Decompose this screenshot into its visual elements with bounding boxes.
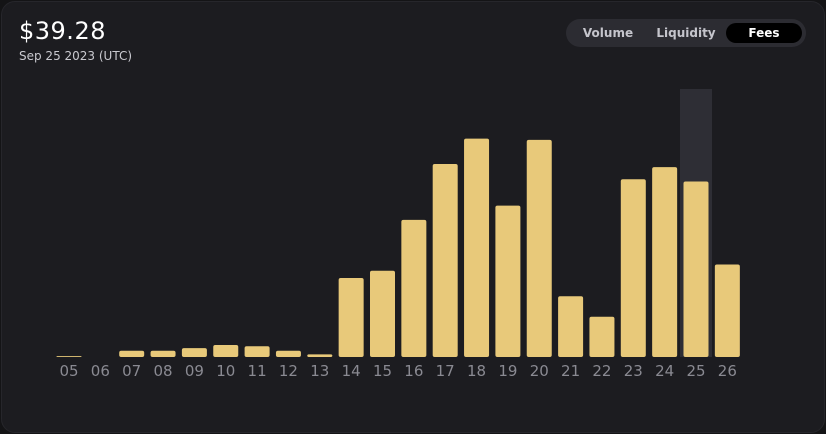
- x-tick-25: 25: [686, 362, 705, 380]
- bar-23[interactable]: [620, 179, 646, 357]
- selected-date: Sep 25 2023 (UTC): [19, 49, 133, 63]
- bar-05[interactable]: [56, 356, 82, 357]
- bar-09[interactable]: [181, 348, 207, 357]
- x-tick-11: 11: [248, 362, 267, 380]
- bar-19[interactable]: [495, 205, 521, 357]
- x-tick-19: 19: [498, 362, 517, 380]
- x-tick-16: 16: [404, 362, 423, 380]
- x-tick-20: 20: [530, 362, 549, 380]
- x-tick-09: 09: [185, 362, 204, 380]
- x-tick-06: 06: [91, 362, 110, 380]
- bar-14[interactable]: [338, 277, 364, 357]
- bar-15[interactable]: [370, 270, 395, 357]
- x-tick-05: 05: [59, 362, 78, 380]
- x-tick-08: 08: [154, 362, 173, 380]
- bar-26[interactable]: [714, 264, 740, 357]
- x-tick-24: 24: [655, 362, 674, 380]
- x-tick-10: 10: [216, 362, 235, 380]
- tab-fees[interactable]: Fees: [726, 23, 802, 43]
- bar-21[interactable]: [558, 296, 584, 357]
- bar-18[interactable]: [464, 138, 490, 357]
- bar-25[interactable]: [683, 181, 709, 357]
- x-tick-21: 21: [561, 362, 580, 380]
- x-tick-07: 07: [122, 362, 141, 380]
- selected-value: $39.28: [19, 17, 106, 45]
- tab-liquidity[interactable]: Liquidity: [656, 26, 716, 40]
- x-tick-13: 13: [310, 362, 329, 380]
- bar-20[interactable]: [526, 139, 552, 357]
- x-tick-15: 15: [373, 362, 392, 380]
- bar-08[interactable]: [150, 350, 176, 357]
- bar-17[interactable]: [432, 164, 458, 357]
- bar-22[interactable]: [589, 316, 615, 357]
- bar-16[interactable]: [401, 219, 427, 357]
- bar-07[interactable]: [119, 350, 145, 357]
- x-tick-17: 17: [436, 362, 455, 380]
- tab-volume[interactable]: Volume: [582, 26, 634, 40]
- bar-12[interactable]: [275, 350, 301, 357]
- x-tick-12: 12: [279, 362, 298, 380]
- bar-13[interactable]: [307, 354, 333, 357]
- x-tick-23: 23: [624, 362, 643, 380]
- bar-24[interactable]: [652, 167, 678, 357]
- x-tick-22: 22: [592, 362, 611, 380]
- bar-11[interactable]: [244, 346, 270, 357]
- bar-10[interactable]: [213, 344, 239, 357]
- x-tick-18: 18: [467, 362, 486, 380]
- x-tick-14: 14: [342, 362, 361, 380]
- x-tick-26: 26: [718, 362, 737, 380]
- metric-tabs: Volume Liquidity Fees: [566, 19, 806, 47]
